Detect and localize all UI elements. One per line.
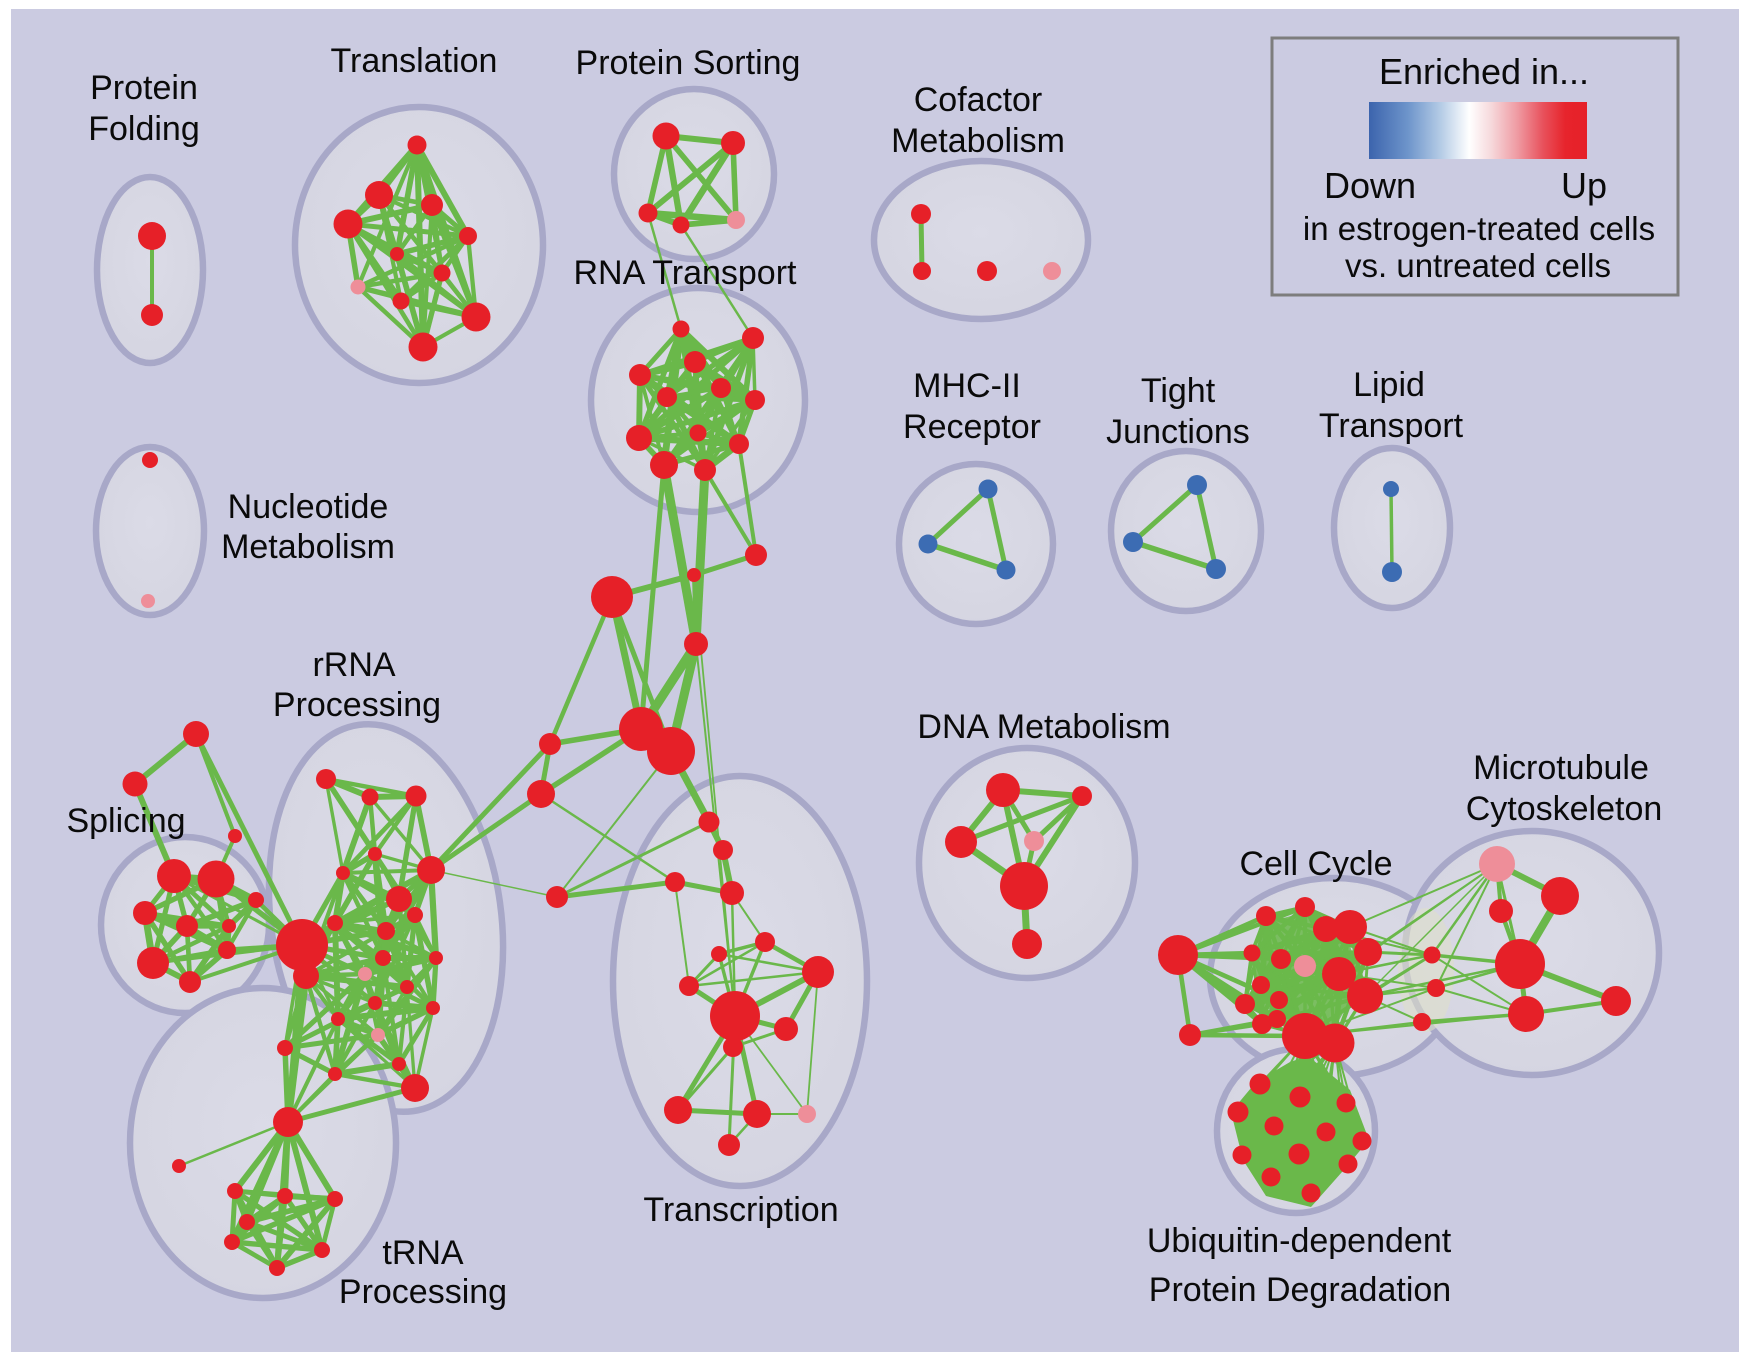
svg-text:Lipid: Lipid	[1353, 366, 1425, 404]
svg-text:Splicing: Splicing	[66, 802, 185, 840]
svg-text:Protein Sorting: Protein Sorting	[576, 44, 801, 82]
svg-text:Tight: Tight	[1141, 372, 1216, 410]
svg-text:RNA Transport: RNA Transport	[574, 254, 798, 292]
svg-text:in estrogen-treated cells: in estrogen-treated cells	[1303, 210, 1655, 247]
svg-text:Transport: Transport	[1319, 407, 1464, 445]
svg-text:tRNA: tRNA	[382, 1234, 464, 1272]
svg-text:Protein Degradation: Protein Degradation	[1149, 1271, 1451, 1309]
svg-text:Cell Cycle: Cell Cycle	[1239, 845, 1392, 883]
svg-text:DNA Metabolism: DNA Metabolism	[917, 708, 1170, 746]
svg-text:Enriched in...: Enriched in...	[1379, 51, 1589, 92]
svg-text:Junctions: Junctions	[1106, 413, 1250, 451]
svg-text:Metabolism: Metabolism	[891, 122, 1065, 160]
svg-text:Processing: Processing	[339, 1273, 507, 1311]
svg-text:Down: Down	[1324, 165, 1416, 206]
svg-text:Metabolism: Metabolism	[221, 528, 395, 566]
svg-text:Protein: Protein	[90, 69, 198, 107]
svg-text:Processing: Processing	[273, 686, 441, 724]
svg-text:Ubiquitin-dependent: Ubiquitin-dependent	[1147, 1222, 1452, 1260]
svg-text:Microtubule: Microtubule	[1473, 749, 1649, 787]
svg-text:vs. untreated cells: vs. untreated cells	[1345, 247, 1611, 284]
svg-text:Folding: Folding	[88, 110, 200, 148]
svg-text:MHC-II: MHC-II	[913, 367, 1021, 405]
svg-text:Cytoskeleton: Cytoskeleton	[1466, 790, 1663, 828]
svg-text:rRNA: rRNA	[312, 646, 395, 684]
svg-text:Translation: Translation	[331, 42, 498, 80]
svg-text:Nucleotide: Nucleotide	[228, 488, 389, 526]
svg-text:Receptor: Receptor	[903, 408, 1041, 446]
svg-text:Transcription: Transcription	[643, 1191, 838, 1229]
svg-text:Up: Up	[1561, 165, 1607, 206]
svg-text:Cofactor: Cofactor	[914, 81, 1043, 119]
